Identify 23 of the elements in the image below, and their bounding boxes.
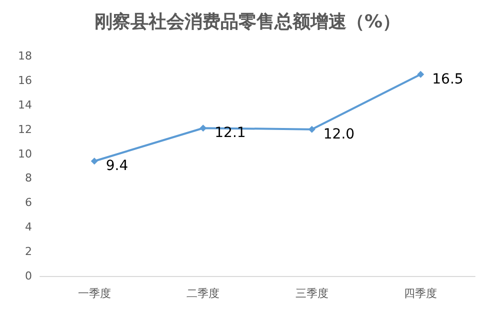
y-tick-label: 10 (18, 147, 32, 160)
y-tick-label: 18 (18, 50, 32, 62)
x-tick-label: 一季度 (78, 287, 111, 300)
x-tick-label: 四季度 (404, 287, 438, 300)
data-label: 12.1 (214, 125, 246, 142)
y-tick-label: 8 (25, 172, 32, 185)
point (90, 158, 98, 165)
point (200, 124, 207, 132)
point (417, 70, 424, 78)
y-tick-label: 6 (25, 196, 32, 210)
data-label: 9.4 (106, 158, 128, 174)
y-tick-label: 12 (18, 122, 32, 136)
y-tick-label: 2 (25, 245, 32, 258)
y-tick-label: 4 (25, 220, 32, 234)
point (308, 126, 316, 133)
data-label: 16.5 (432, 71, 464, 88)
data-label: 12.0 (323, 126, 355, 142)
x-tick-label: 二季度 (186, 287, 220, 300)
y-tick-label: 16 (18, 74, 32, 87)
x-tick-label: 三季度 (295, 287, 328, 300)
y-tick-label: 0 (25, 270, 32, 282)
y-tick-label: 14 (18, 98, 32, 112)
chart-title: 刚察县社会消费品零售总额增速（%） (94, 12, 401, 32)
